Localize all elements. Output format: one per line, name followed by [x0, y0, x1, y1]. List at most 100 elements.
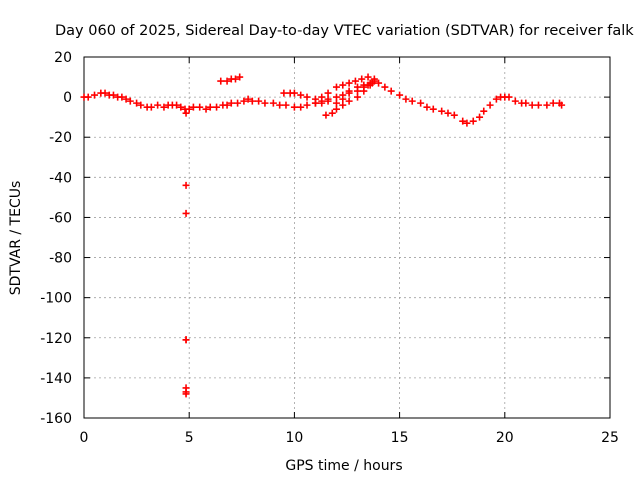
data-point — [297, 91, 305, 99]
data-point — [322, 111, 330, 119]
data-point — [381, 83, 389, 91]
data-point — [543, 101, 551, 109]
data-point — [255, 97, 263, 105]
x-axis-label: GPS time / hours — [285, 458, 402, 474]
data-point — [328, 109, 336, 117]
plot-frame — [83, 56, 611, 419]
data-point — [332, 83, 340, 91]
axis-ticks: 0 5 10 15 20 25 20 0 -20 -40 -60 -80 -100 -120 -140 -16… — [40, 50, 619, 446]
data-point — [122, 95, 130, 103]
data-point — [360, 87, 368, 95]
data-point — [558, 101, 566, 109]
x-tick-label: 20 — [496, 430, 514, 446]
data-point — [324, 89, 332, 97]
y-tick-label: -160 — [40, 411, 72, 427]
data-point — [147, 103, 155, 111]
data-point — [84, 93, 92, 101]
data-point — [303, 93, 311, 101]
data-point — [476, 113, 484, 121]
data-point — [227, 99, 235, 107]
data-point — [360, 81, 368, 89]
data-point — [459, 117, 467, 125]
x-tick-label: 25 — [601, 430, 619, 446]
y-axis-label: SDTVAR / TECUs — [8, 181, 24, 296]
data-point — [154, 101, 162, 109]
data-point — [91, 91, 99, 99]
data-point — [303, 101, 311, 109]
data-point — [182, 390, 190, 398]
x-tick-label: 0 — [80, 430, 89, 446]
data-point — [370, 77, 378, 85]
data-point — [450, 111, 458, 119]
grid — [84, 57, 610, 418]
data-point — [234, 99, 242, 107]
data-point — [223, 77, 231, 85]
x-tick-label: 5 — [185, 430, 194, 446]
data-point — [173, 101, 181, 109]
data-point — [297, 103, 305, 111]
x-tick-label: 15 — [391, 430, 409, 446]
data-point — [345, 97, 353, 105]
data-point — [339, 101, 347, 109]
data-point — [528, 101, 536, 109]
data-point — [486, 101, 494, 109]
y-tick-label: 0 — [63, 90, 72, 106]
data-point — [408, 97, 416, 105]
data-point — [522, 99, 530, 107]
data-point — [396, 91, 404, 99]
data-point — [429, 105, 437, 113]
data-point — [366, 81, 374, 89]
y-tick-label: 20 — [54, 50, 72, 66]
data-point — [118, 93, 126, 101]
data-point — [202, 105, 210, 113]
data-point — [244, 95, 252, 103]
data-point — [126, 97, 134, 105]
x-tick-label: 10 — [285, 430, 303, 446]
data-point — [290, 89, 298, 97]
data-point — [282, 101, 290, 109]
data-point — [248, 97, 256, 105]
data-point — [417, 99, 425, 107]
data-point — [160, 103, 168, 111]
data-point — [505, 93, 513, 101]
data-point — [311, 99, 319, 107]
data-point — [290, 103, 298, 111]
data-point — [511, 97, 519, 105]
data-point — [217, 77, 225, 85]
data-point — [223, 101, 231, 109]
data-point — [332, 93, 340, 101]
y-tick-label: -20 — [49, 130, 72, 146]
data-point — [339, 81, 347, 89]
data-point — [549, 99, 557, 107]
data-point — [351, 77, 359, 85]
data-point — [261, 99, 269, 107]
data-point — [182, 336, 190, 344]
data-point — [345, 79, 353, 87]
chart-title: Day 060 of 2025, Sidereal Day-to-day VTE… — [55, 23, 634, 39]
data-point — [236, 73, 244, 81]
data-point — [231, 75, 239, 83]
data-point — [206, 103, 214, 111]
data-point — [463, 119, 471, 127]
data-point — [332, 99, 340, 107]
data-point — [189, 103, 197, 111]
data-point — [185, 105, 193, 113]
data-point — [339, 91, 347, 99]
data-point — [109, 91, 117, 99]
data-point — [280, 89, 288, 97]
data-point — [318, 97, 326, 105]
data-point — [177, 103, 185, 111]
data-point — [137, 101, 145, 109]
data-point — [358, 75, 366, 83]
data-point — [354, 83, 362, 91]
data-point — [534, 101, 542, 109]
y-tick-label: -40 — [49, 170, 72, 186]
data-point — [364, 73, 372, 81]
data-point — [345, 87, 353, 95]
data-point — [240, 97, 248, 105]
y-tick-label: -140 — [40, 371, 72, 387]
data-point — [101, 89, 109, 97]
data-point — [354, 93, 362, 101]
data-point — [213, 103, 221, 111]
data-point — [469, 117, 477, 125]
